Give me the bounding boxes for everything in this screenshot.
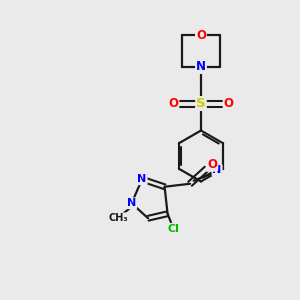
Text: N: N <box>212 165 222 175</box>
Text: O: O <box>196 29 206 42</box>
Text: N: N <box>127 198 136 208</box>
Text: N: N <box>196 60 206 73</box>
Text: S: S <box>196 97 206 110</box>
Text: Cl: Cl <box>168 224 179 234</box>
Text: O: O <box>168 97 178 110</box>
Text: O: O <box>207 158 217 171</box>
Text: CH₃: CH₃ <box>108 213 128 223</box>
Text: H: H <box>207 161 215 171</box>
Text: O: O <box>224 97 234 110</box>
Text: N: N <box>137 174 147 184</box>
